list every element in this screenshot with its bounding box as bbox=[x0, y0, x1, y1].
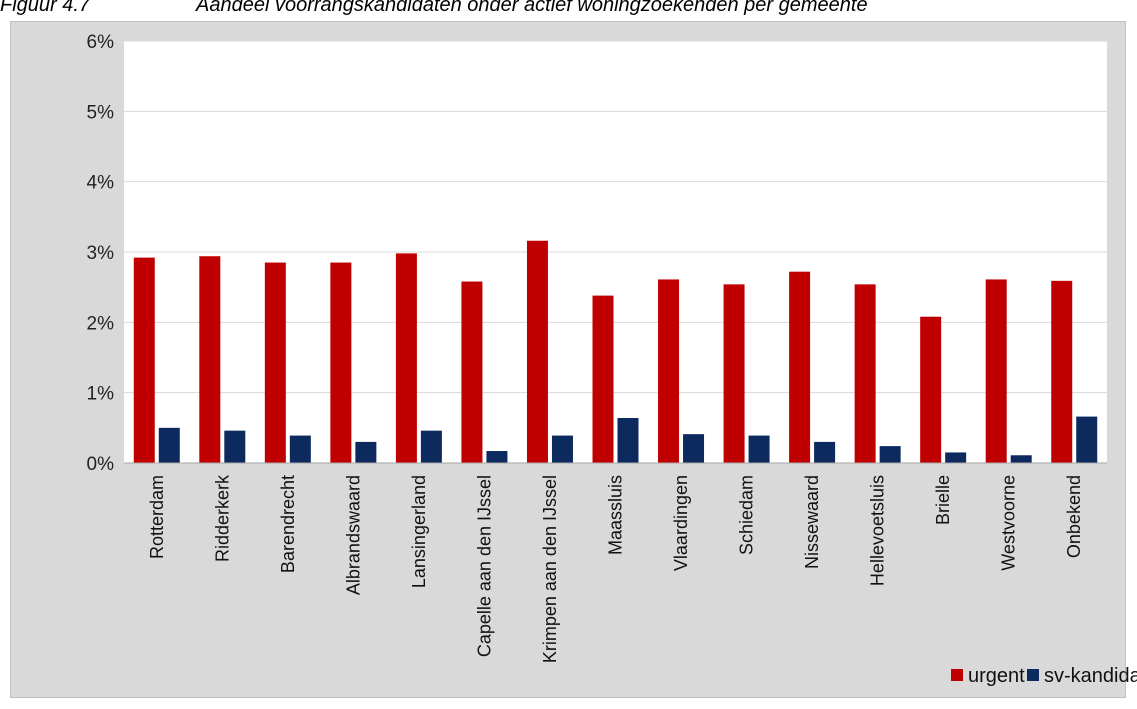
legend-swatch bbox=[951, 669, 963, 681]
figure-caption: Figuur 4.7 Aandeel voorrangskandidaten o… bbox=[0, 0, 1137, 18]
bar-sv-kandidaat-capelle-aan-den-ijssel bbox=[486, 451, 508, 463]
bar-sv-kandidaat-westvoorne bbox=[1010, 455, 1032, 463]
x-tick-label: Albrandswaard bbox=[343, 475, 363, 595]
bar-sv-kandidaat-vlaardingen bbox=[683, 434, 705, 463]
bar-sv-kandidaat-brielle bbox=[945, 452, 967, 463]
y-tick-label: 2% bbox=[87, 313, 115, 334]
bar-sv-kandidaat-maassluis bbox=[617, 417, 639, 463]
x-tick-label: Onbekend bbox=[1064, 475, 1084, 558]
bar-sv-kandidaat-albrandswaard bbox=[355, 441, 377, 463]
bar-sv-kandidaat-onbekend bbox=[1076, 416, 1098, 463]
bar-urgent-barendrecht bbox=[264, 262, 286, 463]
bar-urgent-hellevoetsluis bbox=[854, 284, 876, 463]
bar-urgent-vlaardingen bbox=[658, 279, 680, 463]
x-tick-label: Vlaardingen bbox=[671, 475, 691, 571]
bar-sv-kandidaat-schiedam bbox=[748, 435, 770, 463]
bar-sv-kandidaat-nissewaard bbox=[814, 441, 836, 463]
bar-urgent-westvoorne bbox=[985, 279, 1007, 463]
figure-number: Figuur 4.7 bbox=[0, 0, 91, 16]
legend-label: sv-kandidaat bbox=[1044, 665, 1137, 687]
x-tick-label: Nissewaard bbox=[802, 475, 822, 569]
bar-sv-kandidaat-rotterdam bbox=[158, 427, 180, 463]
x-tick-label: Barendrecht bbox=[278, 475, 298, 573]
bar-sv-kandidaat-lansingerland bbox=[420, 430, 442, 463]
bar-sv-kandidaat-hellevoetsluis bbox=[879, 446, 901, 463]
bar-urgent-krimpen-aan-den-ijssel bbox=[526, 240, 548, 463]
y-tick-label: 4% bbox=[87, 173, 115, 194]
figure-title: Aandeel voorrangskandidaten onder actief… bbox=[196, 0, 868, 16]
bar-urgent-albrandswaard bbox=[330, 262, 352, 463]
y-tick-label: 0% bbox=[87, 454, 115, 475]
legend-swatch bbox=[1027, 669, 1039, 681]
bar-sv-kandidaat-barendrecht bbox=[289, 435, 311, 463]
bar-urgent-rotterdam bbox=[133, 257, 155, 463]
x-tick-label: Westvoorne bbox=[999, 475, 1019, 571]
x-tick-label: Capelle aan den IJssel bbox=[474, 475, 494, 657]
y-tick-label: 1% bbox=[87, 384, 115, 405]
bar-sv-kandidaat-ridderkerk bbox=[224, 430, 246, 463]
x-tick-label: Rotterdam bbox=[147, 475, 167, 559]
y-tick-label: 5% bbox=[87, 102, 115, 123]
bar-urgent-ridderkerk bbox=[199, 256, 221, 463]
bars bbox=[133, 240, 1098, 463]
x-tick-label: Maassluis bbox=[606, 475, 626, 555]
x-axis-tick-labels: Rotterdam Ridderkerk Barendrecht Albrandswa… bbox=[147, 474, 1084, 663]
x-tick-label: Hellevoetsluis bbox=[868, 475, 888, 586]
x-tick-label: Krimpen aan den IJssel bbox=[540, 475, 560, 663]
bar-urgent-onbekend bbox=[1051, 280, 1073, 463]
bar-sv-kandidaat-krimpen-aan-den-ijssel bbox=[551, 435, 573, 463]
y-tick-label: 6% bbox=[87, 32, 115, 53]
bar-urgent-nissewaard bbox=[789, 271, 811, 463]
gridlines bbox=[124, 40, 1107, 394]
legend-label: urgent bbox=[968, 665, 1025, 687]
x-tick-label: Lansingerland bbox=[409, 475, 429, 588]
x-tick-label: Ridderkerk bbox=[212, 474, 232, 562]
bar-urgent-schiedam bbox=[723, 284, 745, 463]
bar-urgent-brielle bbox=[920, 316, 942, 463]
y-axis-tick-labels: 0% 1% 2% 3% 4% 5% 6% bbox=[87, 32, 115, 475]
legend: urgent sv-kandidaat bbox=[951, 665, 1137, 687]
x-tick-label: Schiedam bbox=[737, 475, 757, 555]
bar-urgent-lansingerland bbox=[395, 253, 417, 463]
bar-urgent-maassluis bbox=[592, 295, 614, 463]
x-tick-label: Brielle bbox=[933, 475, 953, 525]
y-tick-label: 3% bbox=[87, 243, 115, 264]
bar-urgent-capelle-aan-den-ijssel bbox=[461, 281, 483, 463]
